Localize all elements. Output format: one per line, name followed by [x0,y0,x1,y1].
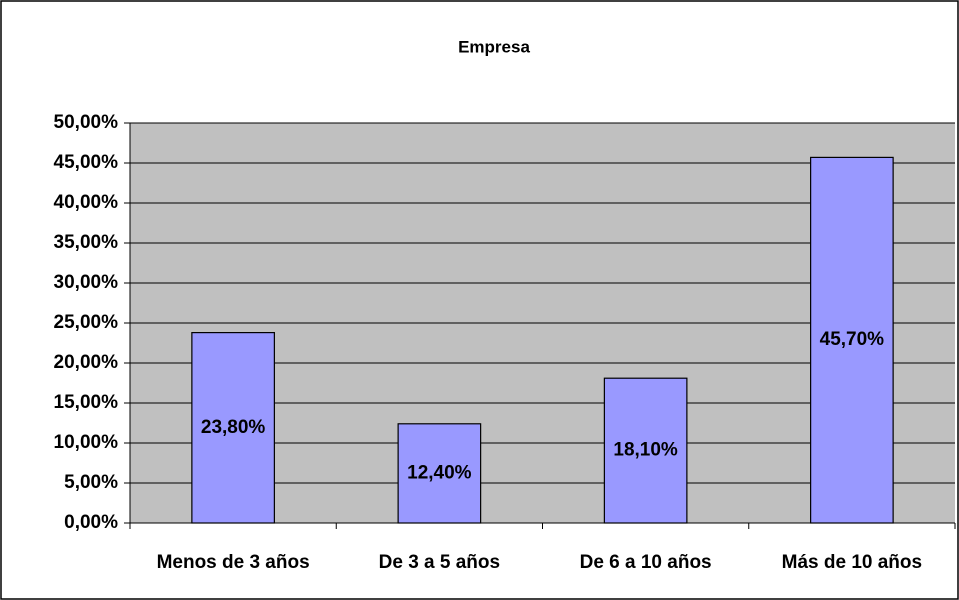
x-tick-label: Más de 10 años [782,552,922,573]
data-label: 18,10% [613,440,678,461]
x-tick-label: De 3 a 5 años [379,552,500,573]
bar [603,377,688,524]
y-tick-label: 0,00% [64,512,118,533]
chart-title: Empresa [458,37,530,56]
y-tick-label: 45,00% [54,152,119,173]
x-tick-label: Menos de 3 años [157,552,310,573]
data-label: 23,80% [201,417,266,438]
x-tick-label: De 6 a 10 años [580,552,712,573]
y-tick-label: 20,00% [54,352,119,373]
y-tick-label: 15,00% [54,392,119,413]
bar [397,423,482,524]
data-label: 12,40% [407,462,472,483]
y-tick-label: 25,00% [54,312,119,333]
y-tick-label: 10,00% [54,432,119,453]
y-tick-label: 50,00% [54,112,119,133]
bar [810,156,894,524]
y-tick-label: 5,00% [64,472,118,493]
y-tick-label: 30,00% [54,272,119,293]
y-tick-label: 35,00% [54,232,119,253]
y-tick-label: 40,00% [54,192,119,213]
bar [191,332,275,524]
data-label: 45,70% [820,329,885,350]
